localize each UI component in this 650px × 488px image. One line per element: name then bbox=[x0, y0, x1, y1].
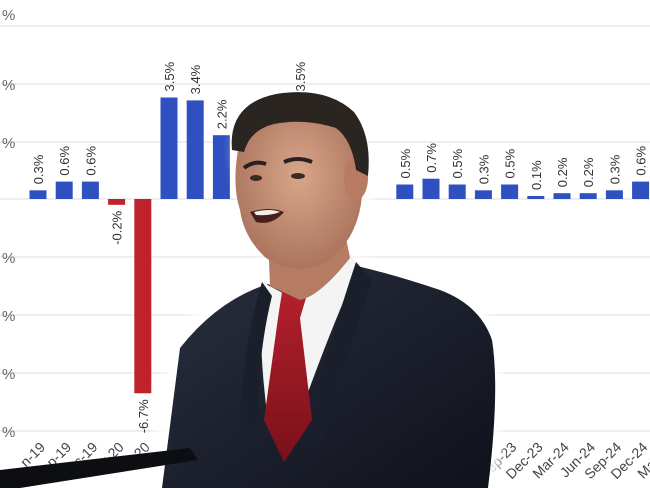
bar-Sep-24 bbox=[579, 193, 597, 199]
left-lapel bbox=[240, 282, 272, 440]
bar-Dec-23 bbox=[501, 184, 519, 199]
data-label: 0.6% bbox=[57, 146, 72, 176]
data-label: 3.5% bbox=[293, 61, 308, 91]
data-label: 0.2% bbox=[581, 157, 596, 187]
left-eye bbox=[250, 175, 262, 181]
bar-Jun-20 bbox=[134, 199, 152, 394]
data-labels: 0.3% 0.6% 0.6% -0.2% -6.7% 3.5% 3.4% 2.2% 3.5% 0.… bbox=[31, 61, 649, 433]
data-label: -0.2% bbox=[110, 210, 125, 244]
bar-Dec-22 bbox=[396, 184, 414, 199]
bar-Mar-23 bbox=[422, 178, 440, 199]
y-tick-label: % bbox=[2, 308, 15, 325]
data-label: -6.7% bbox=[136, 399, 151, 433]
bar-Sep-23 bbox=[474, 190, 492, 199]
bar-Mar-21 bbox=[212, 135, 230, 199]
tie bbox=[264, 292, 312, 462]
data-label: 0.6% bbox=[634, 146, 649, 176]
data-label: 0.6% bbox=[83, 146, 98, 176]
y-tick-label: % bbox=[2, 424, 15, 441]
bar-Jun-23 bbox=[448, 184, 466, 199]
teeth bbox=[254, 210, 280, 216]
data-label: 0.5% bbox=[503, 148, 518, 178]
y-tick-label: % bbox=[2, 7, 15, 24]
data-label: 0.3% bbox=[607, 154, 622, 184]
bar-Dec-19 bbox=[81, 181, 99, 199]
data-label: 0.3% bbox=[31, 154, 46, 184]
bar-Jun-19 bbox=[29, 190, 47, 199]
data-label: 2.2% bbox=[214, 99, 229, 129]
data-label: 0.3% bbox=[476, 154, 491, 184]
right-lapel bbox=[300, 262, 372, 448]
data-label: 0.5% bbox=[450, 148, 465, 178]
bar-Mar-24 bbox=[527, 196, 545, 199]
data-label: 3.5% bbox=[162, 61, 177, 91]
data-label: 0.2% bbox=[555, 157, 570, 187]
data-label: 3.4% bbox=[188, 64, 203, 94]
microphone-lectern bbox=[0, 448, 198, 488]
bar-Mar-25 bbox=[632, 181, 650, 199]
data-label: 0.5% bbox=[398, 148, 413, 178]
hair bbox=[231, 92, 369, 176]
y-axis-labels: %%%%%%% bbox=[2, 7, 15, 441]
eyebrows bbox=[242, 157, 313, 170]
y-tick-label: % bbox=[2, 250, 15, 267]
bar-Sep-19 bbox=[55, 181, 73, 199]
data-label: 0.7% bbox=[424, 143, 439, 173]
y-tick-label: % bbox=[2, 77, 15, 94]
y-tick-label: % bbox=[2, 135, 15, 152]
data-label: 0.1% bbox=[529, 160, 544, 190]
bar-Jun-24 bbox=[553, 193, 571, 199]
bar-Sep-20 bbox=[160, 97, 178, 199]
right-eye bbox=[291, 173, 305, 179]
bar-Mar-20 bbox=[108, 199, 126, 205]
head bbox=[235, 99, 363, 270]
y-tick-label: % bbox=[2, 366, 15, 383]
bar-Dec-24 bbox=[605, 190, 623, 199]
bar-Dec-20 bbox=[186, 100, 204, 199]
